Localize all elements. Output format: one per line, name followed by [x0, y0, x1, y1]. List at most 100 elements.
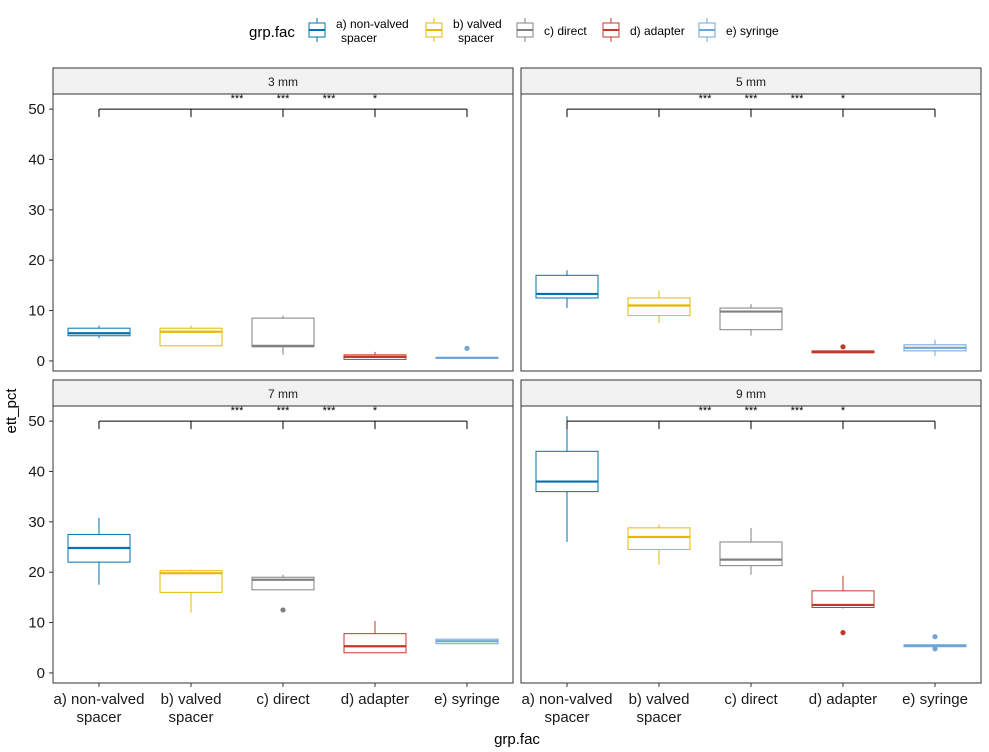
y-tick-label: 10 [28, 615, 45, 632]
y-tick-label: 40 [28, 151, 45, 168]
x-tick-label: d) adapter [809, 691, 877, 708]
significance-label: * [841, 93, 846, 105]
significance-bracket: *** *** *** * [98, 405, 468, 430]
box-5 [435, 638, 499, 645]
x-tick-label: c) direct [256, 691, 310, 708]
significance-label: *** [745, 405, 759, 417]
box-2 [159, 325, 223, 347]
box-body [811, 590, 875, 608]
box-body [535, 450, 599, 493]
x-tick-label: e) syringe [902, 691, 968, 708]
x-tick-label: spacer [76, 709, 121, 726]
y-tick-label: 50 [28, 101, 45, 118]
legend-entry: d) adapter [602, 18, 685, 42]
outlier-point [932, 646, 938, 652]
significance-label: *** [699, 93, 713, 105]
significance-label: *** [231, 405, 245, 417]
box-body [719, 307, 783, 331]
significance-label: *** [699, 405, 713, 417]
y-axis-title: ett_pct [3, 388, 20, 434]
box-3 [251, 315, 315, 355]
box-1 [535, 270, 599, 309]
legend-entry: e) syringe [698, 18, 779, 42]
y-tick-label: 40 [28, 463, 45, 480]
facet-title: 7 mm [268, 387, 298, 401]
facet-strip [52, 379, 514, 407]
significance-bracket: *** *** *** * [566, 93, 936, 118]
x-tick-label: spacer [636, 709, 681, 726]
facet-title: 3 mm [268, 75, 298, 89]
y-tick-label: 30 [28, 202, 45, 219]
significance-bracket: *** *** *** * [566, 405, 936, 430]
legend-label: spacer [341, 31, 377, 45]
box-body [719, 541, 783, 567]
box-2 [159, 569, 223, 613]
facet-strip [52, 67, 514, 95]
significance-label: *** [791, 405, 805, 417]
box-4 [811, 575, 875, 636]
box-1 [535, 416, 599, 542]
box-body [535, 274, 599, 299]
significance-label: *** [231, 93, 245, 105]
legend-label: e) syringe [726, 24, 779, 38]
box-5 [435, 345, 499, 360]
box-2 [627, 524, 691, 565]
facet-panel: 5 mm*** *** *** * [520, 67, 982, 372]
facet-title: 9 mm [736, 387, 766, 401]
box-4 [811, 344, 875, 354]
box-body [627, 527, 691, 551]
significance-label: * [373, 93, 378, 105]
box-body [67, 327, 131, 337]
significance-label: *** [791, 93, 805, 105]
significance-label: *** [745, 93, 759, 105]
y-axis-title-group: ett_pct [3, 388, 20, 434]
legend-label: b) valved [453, 17, 502, 31]
y-tick-label: 30 [28, 514, 45, 531]
legend-label: a) non-valved [336, 17, 409, 31]
significance-label: *** [277, 405, 291, 417]
x-axis-title: grp.fac [494, 731, 540, 748]
box-4 [343, 621, 407, 654]
box-body [627, 297, 691, 317]
box-3 [719, 527, 783, 575]
box-1 [67, 325, 131, 339]
y-tick-label: 10 [28, 303, 45, 320]
box-1 [67, 517, 131, 585]
x-tick-label: b) valved [629, 691, 690, 708]
significance-bracket: *** *** *** * [98, 93, 468, 118]
outlier-point [840, 630, 846, 636]
y-tick-label: 50 [28, 413, 45, 430]
legend-title: grp.fac [249, 24, 295, 41]
x-tick-label: spacer [544, 709, 589, 726]
x-tick-label: spacer [168, 709, 213, 726]
y-tick-label: 0 [37, 665, 45, 682]
legend-label: spacer [458, 31, 494, 45]
box-2 [627, 290, 691, 324]
x-tick-label: a) non-valved [522, 691, 613, 708]
significance-label: * [373, 405, 378, 417]
facet-strip [520, 379, 982, 407]
legend-entry: c) direct [516, 18, 587, 42]
x-tick-label: b) valved [161, 691, 222, 708]
x-axis-title-group: grp.fac [494, 731, 540, 748]
significance-label: *** [323, 405, 337, 417]
box-5 [903, 634, 967, 652]
y-tick-label: 20 [28, 252, 45, 269]
box-3 [719, 304, 783, 336]
significance-label: * [841, 405, 846, 417]
y-tick-label: 20 [28, 564, 45, 581]
box-body [159, 570, 223, 593]
x-tick-label: c) direct [724, 691, 778, 708]
box-4 [343, 351, 407, 360]
x-tick-label: a) non-valved [54, 691, 145, 708]
outlier-point [932, 634, 938, 640]
box-body [251, 317, 315, 348]
facet-strip [520, 67, 982, 95]
x-tick-label: d) adapter [341, 691, 409, 708]
